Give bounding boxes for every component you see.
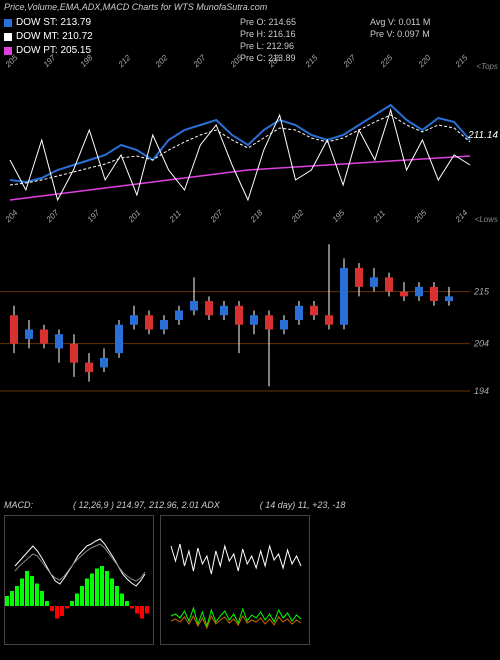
x-axis-label: 211 <box>372 211 385 224</box>
x-axis-label: 218 <box>249 211 262 224</box>
avg-info: Avg V: 0.011 MPre V: 0.097 M <box>370 16 430 40</box>
info-line: Avg V: 0.011 M <box>370 16 430 28</box>
svg-text:204: 204 <box>473 339 489 349</box>
legend-label: DOW MT: 210.72 <box>16 30 93 44</box>
macd-subchart <box>4 515 154 645</box>
mid-labels: 204207197201211207218202195211205214 <Lo… <box>0 215 500 230</box>
svg-text:194: 194 <box>474 386 489 396</box>
legend-label: DOW ST: 213.79 <box>16 16 91 30</box>
legend: DOW ST: 213.79DOW MT: 210.72DOW PT: 205.… <box>4 16 93 58</box>
x-axis-label: 201 <box>126 211 139 224</box>
price-label: 211.14 <box>468 130 498 141</box>
x-axis-label: 214 <box>454 211 467 224</box>
x-axis-label: 212 <box>116 56 129 69</box>
x-axis-label: 215 <box>304 56 317 69</box>
x-axis-label: 205 <box>229 56 242 69</box>
info-line: Pre V: 0.097 M <box>370 28 430 40</box>
sub-charts <box>4 515 310 645</box>
macd-params: ( 12,26,9 ) 214.97, 212.96, 2.01 ADX <box>73 500 220 514</box>
candlestick-chart: 215 204 194 <box>0 230 500 410</box>
x-axis-label: 207 <box>341 56 354 69</box>
x-axis-label: 207 <box>191 56 204 69</box>
pre-info: Pre O: 214.65Pre H: 216.16Pre L: 212.96P… <box>240 16 296 64</box>
info-line: Pre L: 212.96 <box>240 40 296 52</box>
macd-label: MACD: <box>4 500 33 510</box>
legend-item: DOW MT: 210.72 <box>4 30 93 44</box>
x-axis-label: 205 <box>413 211 426 224</box>
x-axis-label: 207 <box>208 211 221 224</box>
info-line: Pre O: 214.65 <box>240 16 296 28</box>
x-axis-label: 202 <box>290 211 303 224</box>
x-axis-label: 225 <box>379 56 392 69</box>
info-line: Pre H: 216.16 <box>240 28 296 40</box>
x-axis-label: 204 <box>4 211 17 224</box>
x-axis-label: 197 <box>85 211 98 224</box>
svg-text:215: 215 <box>473 287 490 297</box>
x-axis-label: 211 <box>167 211 180 224</box>
indicator-labels: MACD: ( 12,26,9 ) 214.97, 212.96, 2.01 A… <box>4 500 496 514</box>
x-axis-label: 207 <box>45 211 58 224</box>
x-axis-label: 215 <box>454 56 467 69</box>
adx-subchart <box>160 515 310 645</box>
lows-label: <Lows <box>475 215 498 224</box>
legend-item: DOW ST: 213.79 <box>4 16 93 30</box>
x-axis-label: 195 <box>331 211 344 224</box>
legend-swatch <box>4 33 12 41</box>
ema-chart: 205197198212202207205208215207225220215 … <box>0 70 500 210</box>
x-axis-label: 220 <box>416 56 429 69</box>
legend-swatch <box>4 19 12 27</box>
chart-title: Price,Volume,EMA,ADX,MACD Charts for WTS… <box>4 2 267 12</box>
tops-label: <Tops <box>476 62 498 71</box>
x-axis-label: 202 <box>154 56 167 69</box>
adx-params: ( 14 day) 11, +23, -18 <box>260 500 346 514</box>
